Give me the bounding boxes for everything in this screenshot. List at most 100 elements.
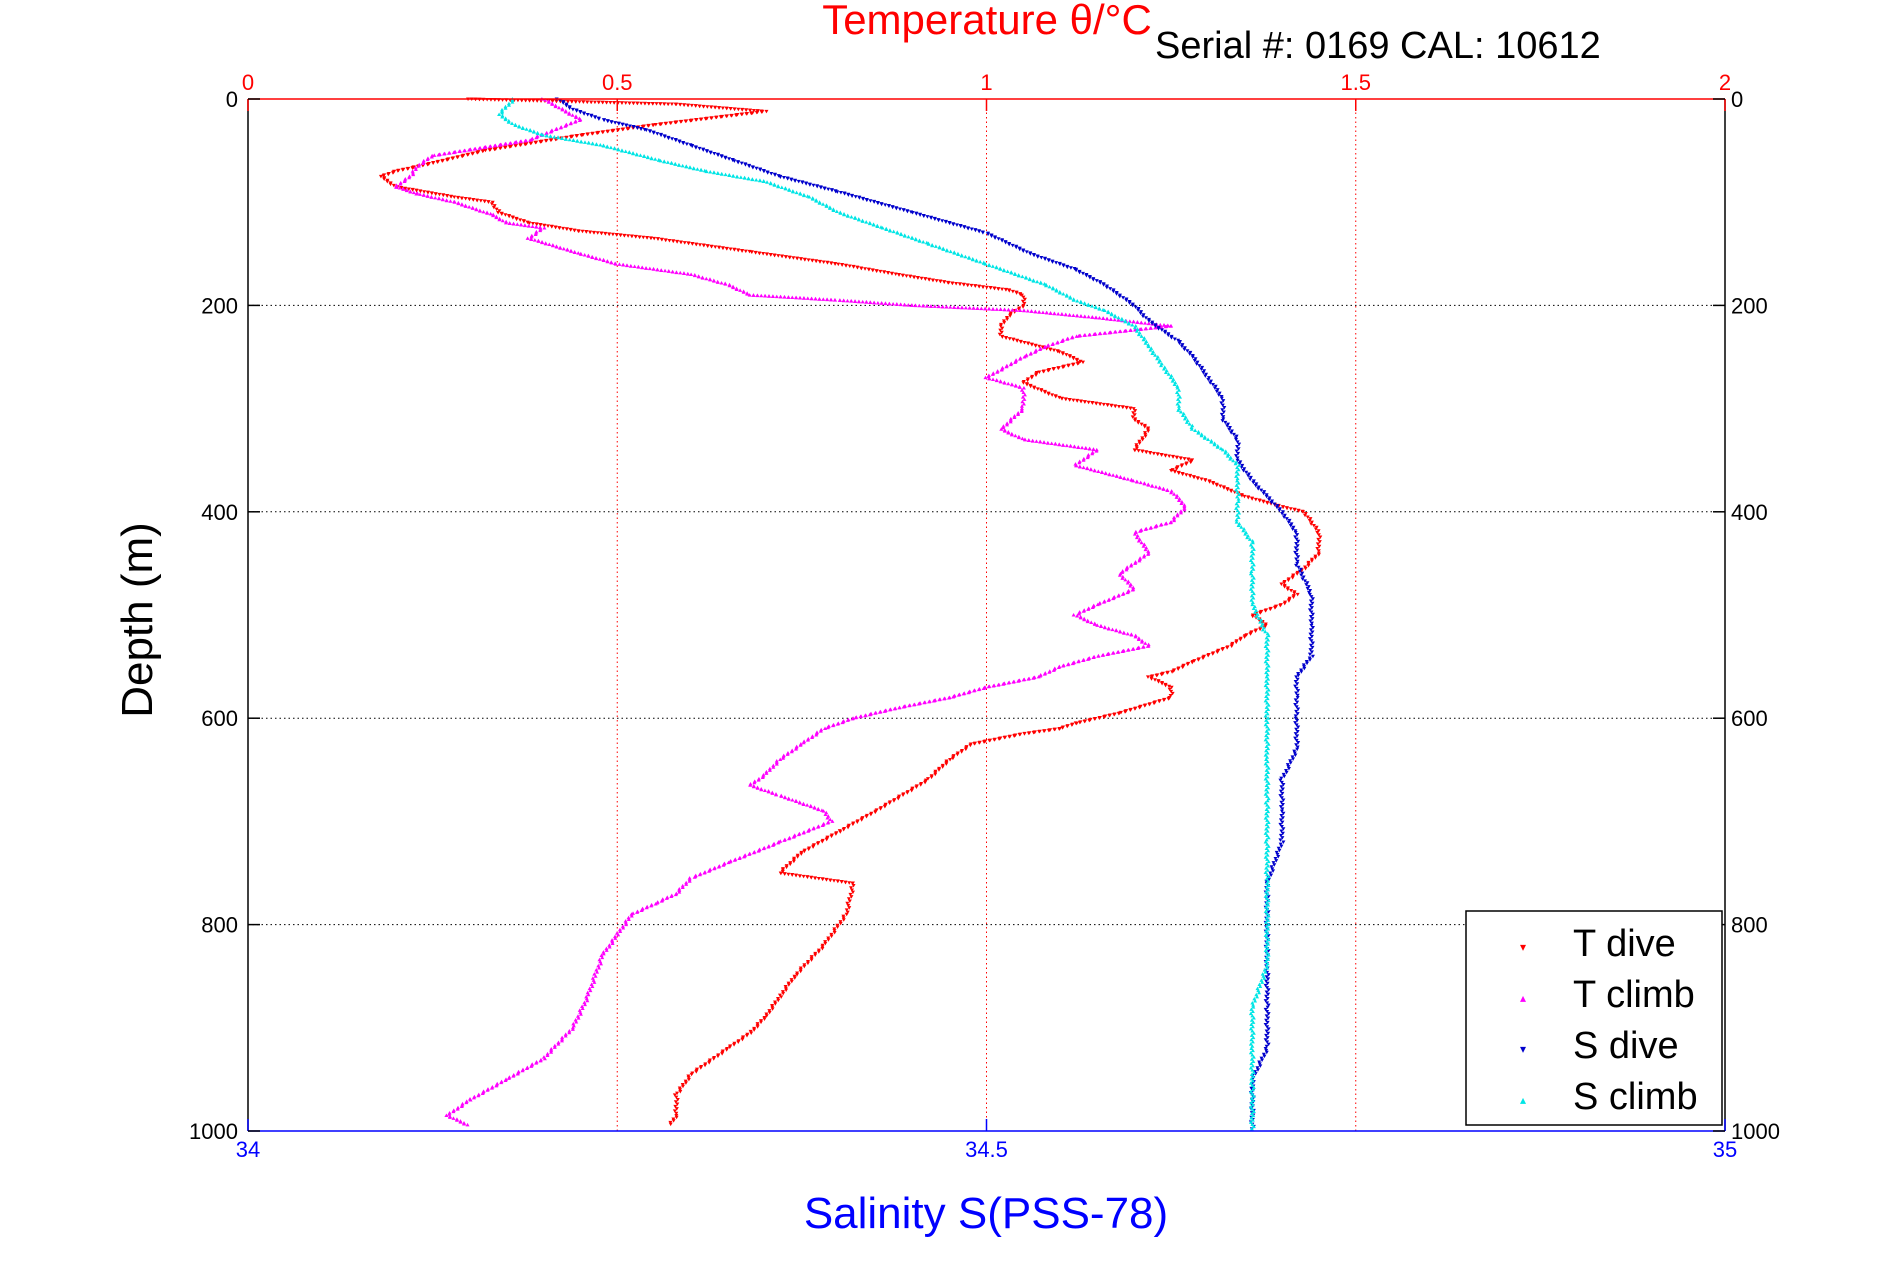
data-point	[659, 238, 664, 242]
data-point	[887, 301, 892, 306]
series-s-climb	[497, 97, 1271, 1131]
data-point	[1120, 405, 1125, 410]
data-point	[1264, 905, 1269, 909]
data-point	[1106, 310, 1111, 315]
data-point	[849, 299, 854, 303]
data-point	[529, 235, 534, 239]
data-point	[406, 187, 411, 192]
data-point	[1241, 469, 1246, 473]
data-point	[564, 103, 569, 108]
data-point	[823, 941, 828, 946]
data-point	[1050, 393, 1055, 397]
data-point	[1007, 735, 1012, 739]
data-point	[570, 113, 575, 117]
data-point	[808, 804, 813, 809]
data-point	[688, 119, 693, 123]
data-point	[1142, 425, 1147, 429]
data-point	[1107, 330, 1112, 335]
data-point	[1082, 617, 1087, 622]
data-point	[1159, 672, 1164, 677]
data-point	[1313, 556, 1318, 560]
data-point	[1264, 690, 1269, 694]
data-point	[996, 287, 1001, 291]
data-point	[1309, 610, 1314, 615]
data-point	[677, 140, 682, 144]
data-point	[459, 202, 464, 207]
data-point	[784, 988, 789, 992]
data-point	[981, 285, 986, 289]
legend-marker-s-climb: ▴	[1520, 1093, 1526, 1107]
data-point	[838, 830, 843, 834]
data-point	[529, 1064, 534, 1068]
data-point	[1056, 366, 1061, 371]
data-point	[1009, 270, 1014, 275]
data-point	[1216, 393, 1221, 397]
data-point	[631, 151, 636, 156]
data-point	[674, 270, 679, 275]
data-point	[1146, 319, 1151, 323]
data-point	[732, 1043, 737, 1047]
data-point	[576, 1016, 581, 1020]
data-point	[1143, 321, 1148, 325]
data-point	[825, 725, 830, 730]
data-point	[1265, 813, 1270, 818]
data-point	[595, 970, 600, 974]
data-point	[683, 119, 688, 124]
data-point	[1017, 385, 1022, 389]
data-point	[816, 807, 821, 812]
data-point	[1035, 387, 1040, 391]
data-point	[1082, 719, 1087, 724]
data-point	[1065, 662, 1070, 667]
data-point	[1264, 1018, 1269, 1023]
data-point	[1143, 641, 1148, 645]
data-point	[1255, 1068, 1260, 1072]
data-point	[1229, 489, 1234, 494]
data-point	[1266, 918, 1271, 922]
data-point	[1307, 637, 1312, 641]
data-point	[1274, 850, 1279, 855]
data-point	[909, 788, 914, 793]
data-point	[1218, 446, 1223, 451]
data-point	[1091, 655, 1096, 659]
data-point	[751, 293, 756, 297]
data-point	[1057, 727, 1062, 731]
data-point	[1018, 308, 1023, 312]
data-point	[1051, 367, 1056, 372]
data-point	[811, 183, 816, 188]
data-point	[833, 262, 838, 266]
data-point	[1188, 474, 1193, 478]
data-point	[781, 756, 786, 760]
data-point	[712, 866, 717, 871]
data-point	[1234, 640, 1239, 645]
data-point	[1263, 659, 1268, 664]
data-point	[974, 259, 979, 263]
data-point	[1071, 356, 1076, 361]
data-point	[1251, 1005, 1256, 1009]
data-point	[1264, 920, 1269, 924]
data-point	[601, 143, 606, 148]
data-point	[1007, 289, 1012, 293]
data-point	[431, 161, 436, 165]
data-point	[641, 235, 646, 240]
data-point	[401, 187, 406, 191]
data-point	[1265, 857, 1270, 861]
data-point	[592, 980, 597, 984]
data-point	[785, 752, 790, 756]
data-point	[776, 998, 781, 1003]
data-point	[485, 1088, 490, 1092]
data-point	[1265, 986, 1270, 990]
data-point	[1293, 716, 1298, 721]
data-point	[761, 846, 766, 851]
data-point	[1278, 822, 1283, 827]
data-point	[1199, 477, 1204, 482]
data-point	[1259, 623, 1264, 628]
data-point	[1304, 583, 1309, 587]
data-point	[864, 198, 869, 203]
data-point	[856, 217, 861, 222]
data-point	[677, 890, 682, 894]
data-point	[426, 190, 431, 195]
data-point	[1096, 469, 1101, 473]
data-point	[1309, 559, 1314, 563]
data-point	[649, 903, 654, 908]
data-point	[765, 171, 770, 175]
